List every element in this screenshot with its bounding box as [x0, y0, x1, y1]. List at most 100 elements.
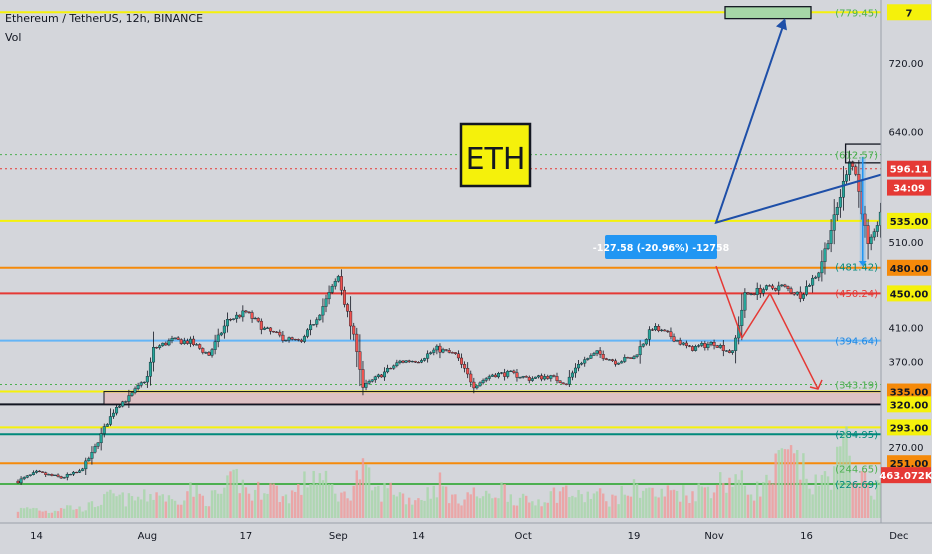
price-tick-4: 370.00	[889, 358, 924, 369]
volume-bar	[463, 499, 466, 518]
time-tick-7: Nov	[704, 531, 724, 542]
axis-label-10-bg[interactable]	[887, 285, 931, 302]
volume-bar	[481, 496, 485, 518]
candle-body	[358, 351, 362, 370]
axis-label-10: 450.00	[890, 289, 929, 300]
candle-body	[823, 248, 827, 262]
candle-body	[229, 319, 233, 321]
candle-body	[216, 334, 220, 342]
candle-body	[321, 306, 325, 316]
volume-bar	[244, 487, 248, 518]
volume-bar	[306, 487, 309, 518]
volume-bar	[173, 500, 177, 518]
volume-bar	[478, 498, 482, 518]
axis-label-19-bg[interactable]	[881, 467, 931, 484]
axis-label-14-bg[interactable]	[887, 396, 931, 413]
volume-bar	[469, 494, 472, 518]
measure-label-bg[interactable]	[605, 235, 717, 259]
candle-body	[669, 331, 673, 337]
candle-body	[552, 375, 556, 377]
candle-body	[811, 277, 815, 286]
candle-body	[272, 331, 276, 333]
candle-body	[820, 261, 824, 274]
volume-bar	[155, 492, 158, 518]
candle-body	[192, 338, 196, 345]
volume-bar	[380, 501, 383, 518]
candle-body	[367, 381, 371, 384]
volume-bar	[63, 508, 66, 518]
volume-indicator-label[interactable]: Vol	[5, 31, 22, 44]
symbol-title[interactable]: Ethereum / TetherUS, 12h, BINANCE	[5, 12, 204, 25]
volume-bar	[580, 494, 583, 518]
axis-label-13-bg[interactable]	[887, 383, 931, 400]
candle-body	[727, 350, 731, 353]
volume-bar	[802, 453, 805, 518]
candle-body	[167, 340, 171, 346]
volume-bar	[149, 494, 152, 518]
volume-bar	[66, 505, 69, 518]
axis-label-8-bg[interactable]	[887, 259, 931, 276]
volume-bar	[451, 494, 454, 518]
axis-label-6-bg[interactable]	[887, 212, 931, 229]
volume-bar	[833, 466, 836, 518]
volume-bar	[672, 489, 676, 518]
candle-body	[561, 382, 565, 385]
support-zone[interactable]	[103, 391, 882, 405]
volume-bar	[96, 506, 100, 518]
volume-bar	[22, 508, 26, 518]
bullish-projection[interactable]	[714, 20, 928, 225]
volume-bar	[598, 488, 602, 518]
candle-body	[287, 337, 291, 341]
candle-body	[364, 382, 368, 388]
volume-bar	[324, 470, 328, 518]
axis-label-16-bg[interactable]	[887, 419, 931, 436]
volume-bar	[401, 493, 405, 518]
volume-bar	[337, 501, 340, 518]
candle-body	[361, 369, 365, 388]
target-box[interactable]	[724, 6, 812, 20]
volume-bar	[38, 510, 41, 518]
candle-body	[749, 293, 753, 295]
volume-bar	[371, 490, 374, 518]
candle-body	[296, 339, 300, 341]
axis-label-16: 293.00	[890, 423, 929, 434]
axis-label-2: (779.45)	[835, 8, 878, 19]
volume-bar	[115, 496, 118, 518]
candle-body	[373, 376, 377, 381]
volume-bar	[303, 471, 306, 518]
candle-body	[617, 362, 621, 365]
bearish-projection[interactable]	[715, 265, 819, 390]
volume-bar	[719, 472, 722, 518]
axis-label-5-bg[interactable]	[887, 179, 931, 196]
candle-body	[638, 346, 642, 356]
volume-bar	[879, 481, 882, 518]
candle-body	[395, 362, 399, 367]
volume-bar	[728, 477, 731, 518]
candle-body	[84, 460, 88, 470]
candle-body	[318, 314, 322, 320]
volume-bar	[589, 498, 593, 518]
candle-body	[31, 472, 35, 475]
candle-body	[158, 345, 162, 348]
candle-body	[309, 324, 313, 331]
volume-bar	[429, 498, 432, 518]
candle-body	[604, 358, 608, 360]
axis-label-4-bg[interactable]	[887, 160, 931, 177]
volume-bar	[124, 506, 127, 518]
volume-bar	[497, 498, 500, 518]
candle-body	[808, 285, 812, 287]
volume-bar	[694, 501, 697, 518]
candle-body	[407, 360, 411, 362]
volume-bar	[232, 469, 235, 518]
volume-bar	[540, 506, 543, 518]
eth-label-box[interactable]	[459, 122, 532, 188]
volume-bar	[374, 486, 377, 518]
candle-body	[173, 337, 177, 339]
candle-body	[179, 339, 183, 344]
price-tick-3: 410.00	[889, 324, 924, 335]
time-tick-8: 16	[800, 531, 813, 542]
axis-label-1-bg[interactable]	[887, 4, 931, 21]
volume-bar	[829, 489, 833, 518]
candle-body	[284, 339, 288, 342]
